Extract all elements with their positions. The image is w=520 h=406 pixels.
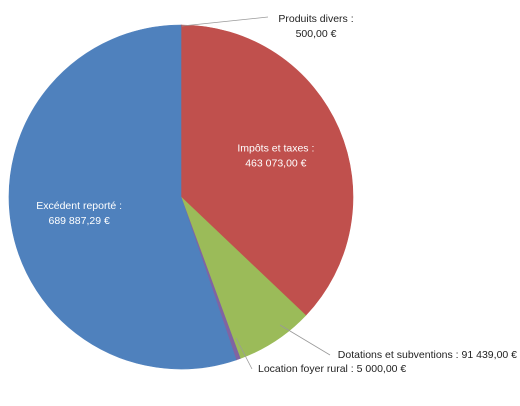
slice-value-label: 5 000,00 € (357, 363, 407, 375)
slice-label-name: Location foyer rural : (258, 363, 357, 375)
leader-line (182, 17, 268, 26)
slice-value-label: 91 439,00 € (462, 349, 518, 361)
slice-value-label: 500,00 € (296, 28, 337, 40)
slice-label: Produits divers : (278, 13, 353, 25)
slice-value-label: 689 887,29 € (49, 215, 110, 227)
slice-label-name: Dotations et subventions : (338, 349, 462, 361)
slice-value-label: 463 073,00 € (245, 157, 306, 169)
slice-label: Location foyer rural : 5 000,00 € (258, 363, 406, 375)
slice-label: Dotations et subventions : 91 439,00 € (338, 349, 517, 361)
leader-line (280, 325, 330, 355)
slice-label: Excédent reporté : (36, 200, 122, 212)
pie-slices (9, 25, 353, 369)
slice-label: Impôts et taxes : (237, 142, 314, 154)
